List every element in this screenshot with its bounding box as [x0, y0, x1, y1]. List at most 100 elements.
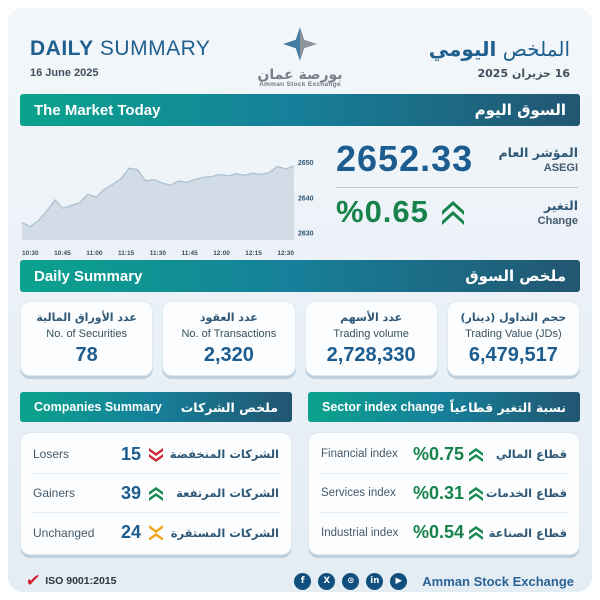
- chart-x-tick: 11:15: [117, 250, 135, 257]
- date-ar: 16 حزيران 2025: [477, 66, 571, 80]
- index-row: 2652.33 المؤشر العام ASEGI: [336, 138, 578, 180]
- stat-label-ar: عدد الأسهم: [340, 311, 403, 324]
- row-value: 39: [120, 482, 141, 503]
- chart-x-axis: 10:30 10:45 11:00 11:15 11:30 11:45 12:00 12:15…: [22, 250, 294, 257]
- index-label-en: ASEGI: [543, 161, 578, 174]
- row-value: %0.75: [413, 443, 465, 464]
- brand-name: Amman Stock Exchange: [422, 573, 574, 589]
- stat-value: 2,728,330: [326, 344, 416, 366]
- stat-label-en: No. of Securities: [46, 328, 127, 340]
- chart-y-tick: 2640: [298, 195, 314, 202]
- companies-panel: Losers 15 الشركات المنخفضة Gainers 39: [20, 432, 292, 555]
- double-chevron-up-icon: [441, 201, 464, 225]
- chart-x-tick: 10:30: [22, 250, 39, 257]
- header-title-en-block: DAILY SUMMARY 16 June 2025: [30, 37, 230, 79]
- index-summary: 2652.33 المؤشر العام ASEGI %0.65 التغير …: [318, 136, 578, 248]
- date-en: 16 June 2025: [30, 67, 99, 79]
- change-value: %0.65: [336, 194, 429, 229]
- page-title-en-bold: DAILY: [30, 37, 94, 60]
- stat-value: 6,479,517: [468, 344, 558, 366]
- row-label-ar: قطاع الصناعة: [488, 525, 567, 540]
- facebook-icon[interactable]: f: [294, 572, 312, 590]
- page-title-en: DAILY SUMMARY: [30, 37, 230, 61]
- chart-y-tick: 2630: [298, 230, 314, 237]
- daily-summary-infographic: DAILY SUMMARY 16 June 2025 بورصة عمان Am…: [8, 8, 592, 592]
- chart-x-tick: 12:15: [245, 250, 262, 257]
- footer: ✔ ISO 9001:2015 f X ⊙ in ▶ Amman Stock E…: [20, 571, 580, 591]
- linkedin-icon[interactable]: in: [366, 572, 384, 590]
- index-value: 2652.33: [336, 138, 474, 179]
- daily-summary-banner: Daily Summary ملخص السوق: [20, 260, 580, 292]
- sector-panel: Financial index %0.75 قطاع المالي Servic…: [308, 432, 580, 555]
- sector-index-change: Sector index change نسبة التغير قطاعياً …: [308, 392, 580, 555]
- change-label-ar: التغير: [543, 197, 578, 213]
- row-label-ar: الشركات المرتفعة: [176, 486, 279, 500]
- iso-badge: ✔ ISO 9001:2015: [24, 571, 117, 591]
- chart-x-tick: 12:30: [277, 250, 294, 257]
- sector-row-financial: Financial index %0.75 قطاع المالي: [321, 435, 567, 474]
- chart-y-tick: 2650: [298, 160, 314, 167]
- page-title-ar-bold: اليومي: [428, 36, 497, 61]
- companies-row-losers: Losers 15 الشركات المنخفضة: [33, 435, 279, 474]
- sector-banner-en: Sector index change: [322, 400, 445, 414]
- row-value: 15: [120, 443, 141, 464]
- market-today-banner-ar: السوق اليوم: [474, 101, 566, 119]
- double-chevron-down-icon: [149, 447, 163, 462]
- header: DAILY SUMMARY 16 June 2025 بورصة عمان Am…: [20, 22, 580, 94]
- change-row: %0.65 التغير Change: [336, 194, 578, 230]
- ase-star-icon: [283, 26, 317, 61]
- row-label-en: Gainers: [33, 486, 76, 500]
- page-title-ar-prefix: الملخص: [502, 36, 570, 61]
- sector-row-industrial: Industrial index %0.54 قطاع الصناعة: [321, 513, 567, 552]
- ase-logo-arabic: بورصة عمان: [257, 66, 343, 83]
- iso-text: ISO 9001:2015: [45, 575, 117, 587]
- market-today-section: 2650 2640 2630 10:30 10:45 11:00 11:15 11:30 11…: [21, 136, 578, 257]
- sector-index-banner: Sector index change نسبة التغير قطاعياً: [308, 392, 580, 422]
- row-label-en: Losers: [33, 447, 70, 461]
- market-today-banner-en: The Market Today: [34, 101, 161, 119]
- change-label-en: Change: [537, 214, 578, 227]
- stat-card-transactions: عدد العقود No. of Transactions 2,320: [162, 301, 296, 376]
- header-title-ar-block: الملخص اليومي 16 حزيران 2025: [370, 37, 570, 80]
- row-label-en: Industrial index: [321, 526, 399, 539]
- row-label-ar: الشركات المنخفضة: [169, 447, 279, 461]
- companies-row-unchanged: Unchanged 24 الشركات المستقرة: [33, 513, 279, 552]
- companies-banner-en: Companies Summary: [34, 400, 162, 414]
- companies-summary: Companies Summary ملخص الشركات Losers 15…: [20, 392, 292, 555]
- companies-summary-banner: Companies Summary ملخص الشركات: [20, 392, 292, 422]
- companies-row-gainers: Gainers 39 الشركات المرتفعة: [33, 474, 279, 513]
- ase-logo-english: Amman Stock Exchange: [259, 81, 341, 89]
- sector-banner-ar: نسبة التغير قطاعياً: [449, 399, 566, 415]
- double-chevron-up-icon: [469, 486, 483, 501]
- divider: [336, 187, 578, 188]
- stat-label-ar: عدد العقود: [199, 311, 258, 324]
- stat-cards: عدد الأوراق المالية No. of Securities 78…: [20, 301, 580, 376]
- social-links: f X ⊙ in ▶ Amman Stock Exchange: [294, 572, 574, 590]
- page-title-ar: الملخص اليومي: [370, 37, 570, 61]
- ase-logo: بورصة عمان Amman Stock Exchange: [257, 26, 343, 89]
- stat-card-trading-value: حجم التداول (دينار) Trading Value (JDs) …: [446, 301, 580, 376]
- stat-card-securities: عدد الأوراق المالية No. of Securities 78: [20, 301, 154, 376]
- row-value: 24: [120, 522, 141, 542]
- checkmark-icon: ✔: [24, 571, 42, 590]
- instagram-icon[interactable]: ⊙: [342, 572, 360, 590]
- youtube-icon[interactable]: ▶: [390, 572, 408, 590]
- stat-label-ar: عدد الأوراق المالية: [36, 311, 137, 324]
- chart-x-tick: 12:00: [213, 250, 230, 257]
- stat-card-trading-volume: عدد الأسهم Trading volume 2,728,330: [304, 301, 438, 376]
- stat-label-en: Trading Value (JDs): [465, 328, 562, 340]
- stat-value: 78: [75, 344, 98, 366]
- market-today-banner: The Market Today السوق اليوم: [20, 94, 580, 126]
- x-twitter-icon[interactable]: X: [318, 572, 336, 590]
- row-value: %0.31: [413, 482, 465, 503]
- daily-summary-banner-en: Daily Summary: [34, 267, 143, 285]
- row-label-ar: الشركات المستقرة: [170, 525, 279, 540]
- chart-y-axis: 2650 2640 2630: [298, 160, 314, 237]
- index-chart: 2650 2640 2630 10:30 10:45 11:00 11:15 11:30 11…: [21, 136, 318, 257]
- daily-summary-banner-ar: ملخص السوق: [465, 267, 566, 285]
- row-label-ar: قطاع المالي: [495, 447, 567, 461]
- stat-label-en: No. of Transactions: [181, 328, 277, 340]
- row-label-ar: قطاع الخدمات: [485, 486, 567, 500]
- chart-x-tick: 11:30: [149, 250, 166, 257]
- index-label-ar: المؤشر العام: [498, 144, 578, 160]
